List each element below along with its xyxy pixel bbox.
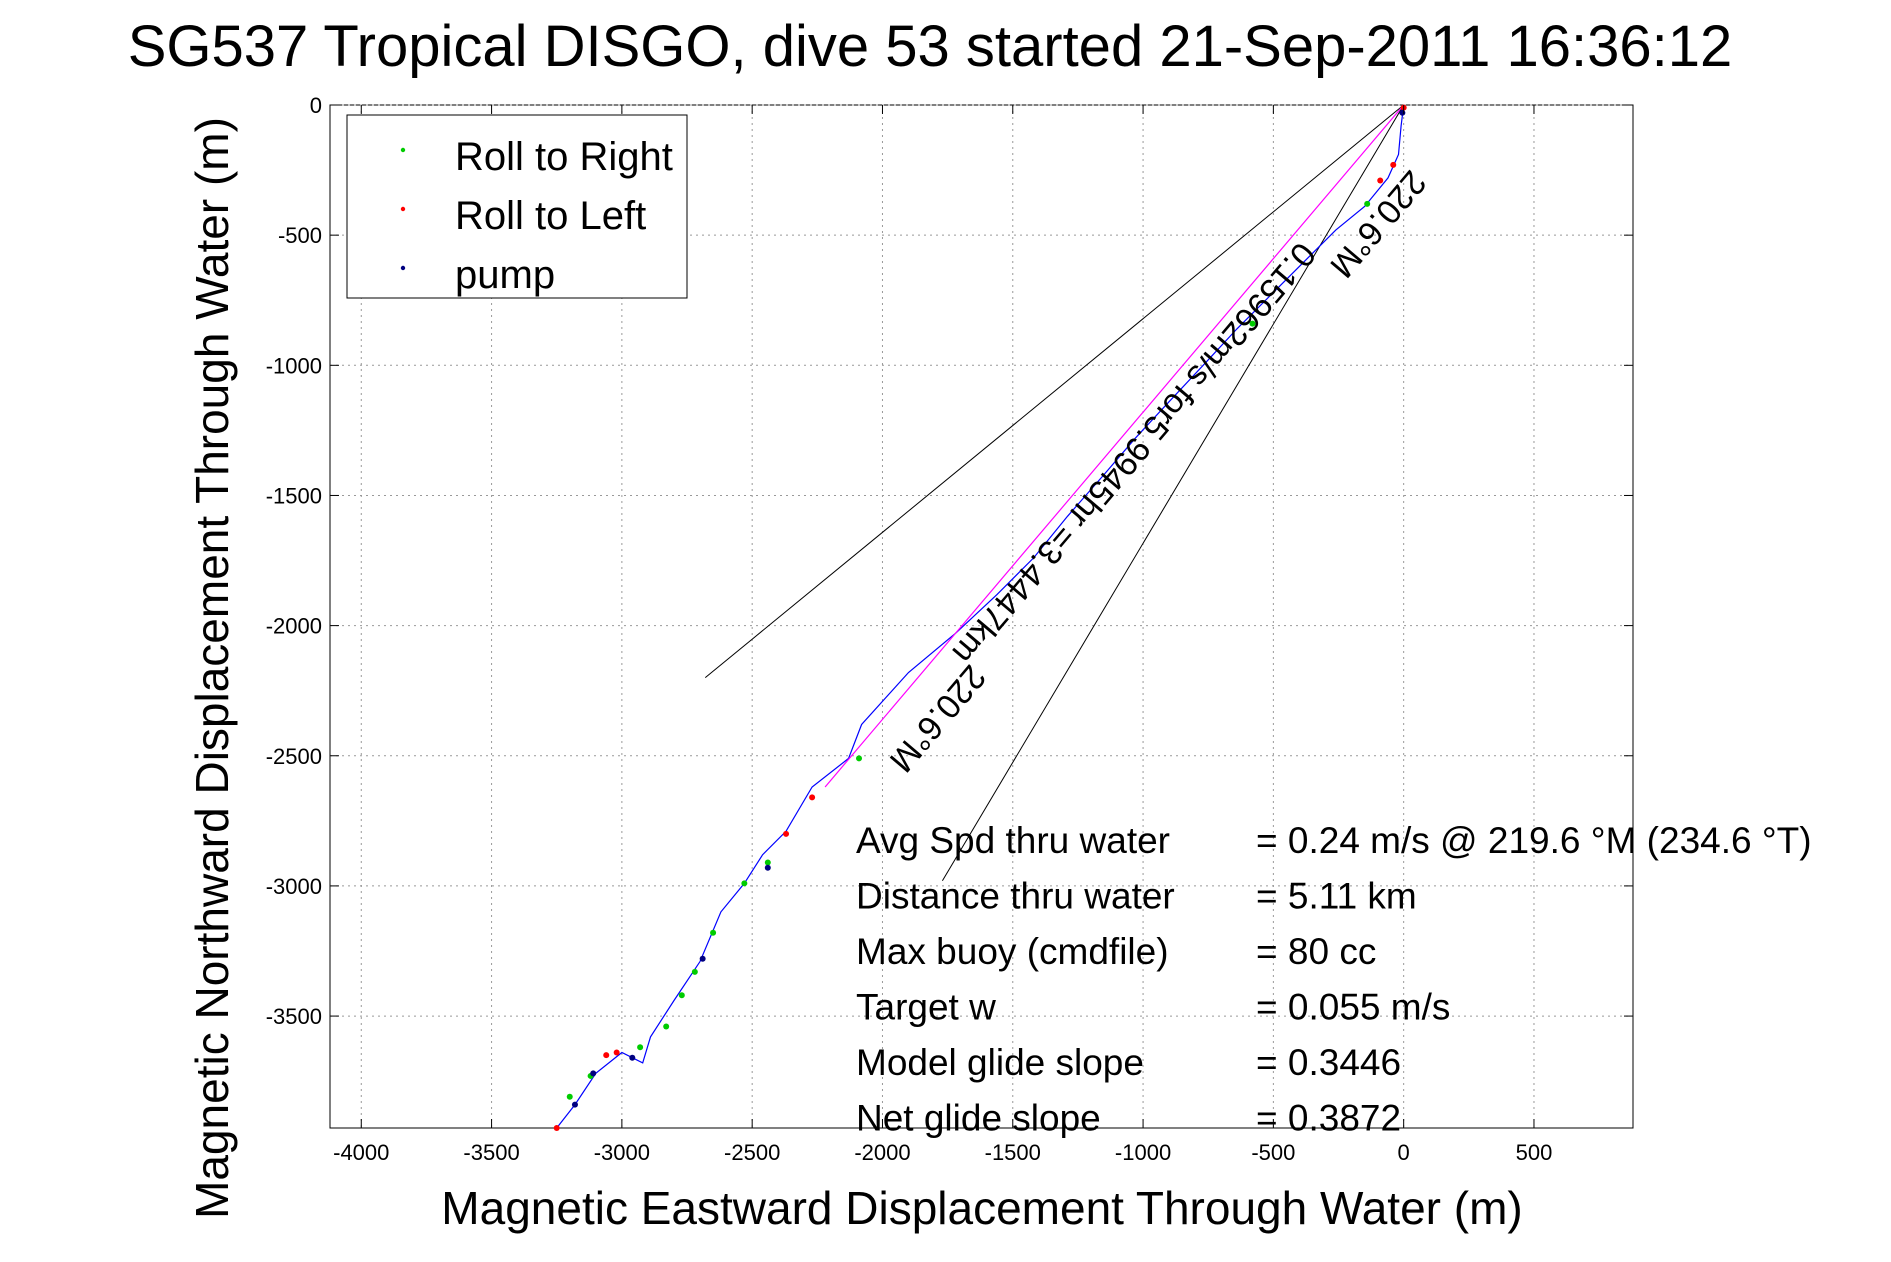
x-tick-label: -2500 — [724, 1140, 780, 1165]
roll-right-marker — [566, 1093, 573, 1100]
x-axis-label: Magnetic Eastward Displacement Through W… — [441, 1182, 1522, 1234]
y-axis-label: Magnetic Northward Displacement Through … — [186, 117, 238, 1219]
x-tick-label: 0 — [1398, 1140, 1410, 1165]
y-tick-label: -2000 — [266, 614, 322, 639]
legend-swatch — [400, 206, 406, 212]
x-tick-label: -1500 — [985, 1140, 1041, 1165]
stat-value: = 0.3446 — [1256, 1042, 1401, 1083]
stat-label: Distance thru water — [856, 876, 1175, 917]
roll-right-marker — [764, 859, 771, 866]
legend-swatch — [400, 147, 406, 153]
stat-label: Target w — [856, 987, 996, 1028]
x-tick-label: 500 — [1516, 1140, 1553, 1165]
roll-right-marker — [1249, 320, 1256, 327]
roll-left-marker — [553, 1125, 560, 1131]
model-line — [824, 104, 1405, 788]
roll-right-marker — [710, 929, 717, 936]
stat-label: Net glide slope — [856, 1098, 1101, 1139]
roll-right-marker — [678, 992, 685, 999]
roll-left-marker — [809, 794, 816, 801]
stat-label: Max buoy (cmdfile) — [856, 931, 1169, 972]
roll-right-marker — [1364, 200, 1371, 207]
stat-label: Avg Spd thru water — [856, 820, 1170, 861]
legend-swatch — [400, 265, 406, 271]
direction-ray — [704, 104, 1404, 679]
x-tick-label: -3000 — [594, 1140, 650, 1165]
legend-entry: Roll to Left — [455, 194, 646, 238]
y-tick-label: -500 — [278, 223, 322, 248]
chart-title: SG537 Tropical DISGO, dive 53 started 21… — [128, 14, 1733, 79]
y-tick-label: -3000 — [266, 874, 322, 899]
stat-value: = 80 cc — [1256, 931, 1376, 972]
axis-ticks: -4000 -3500 -3000 -2500 -2000 -1500 -1000 -500 0… — [266, 93, 1633, 1165]
x-tick-label: -2000 — [854, 1140, 910, 1165]
direction-rays — [704, 104, 1405, 881]
track-series — [556, 104, 1405, 1129]
x-tick-label: -4000 — [333, 1140, 389, 1165]
roll-left-marker — [603, 1052, 610, 1059]
roll-right-marker — [741, 880, 748, 887]
y-tick-label: -3500 — [266, 1004, 322, 1029]
legend: Roll to Right Roll to Left pump — [346, 114, 688, 299]
x-tick-label: -1000 — [1115, 1140, 1171, 1165]
y-tick-label: 0 — [310, 93, 322, 118]
roll-left-marker — [613, 1049, 620, 1056]
stat-value: = 5.11 km — [1256, 876, 1417, 917]
roll-right-marker — [856, 755, 863, 762]
roll-right-marker — [637, 1044, 644, 1051]
legend-entry: pump — [455, 253, 555, 297]
stat-label: Model glide slope — [856, 1042, 1144, 1083]
y-tick-label: -2500 — [266, 744, 322, 769]
direction-ray — [941, 104, 1405, 881]
y-tick-label: -1000 — [266, 353, 322, 378]
pump-marker — [629, 1054, 636, 1061]
legend-entry: Roll to Right — [455, 135, 673, 179]
stats-block: Avg Spd thru water = 0.24 m/s @ 219.6 °M … — [856, 820, 1812, 1139]
roll-left-marker — [783, 830, 790, 837]
roll-right-marker — [691, 968, 698, 975]
x-tick-label: -500 — [1251, 1140, 1295, 1165]
roll-right-marker — [663, 1023, 670, 1030]
stat-value: = 0.055 m/s — [1256, 987, 1450, 1028]
roll-left-marker — [1390, 161, 1397, 168]
stat-value: = 0.24 m/s @ 219.6 °M (234.6 °T) — [1256, 820, 1812, 861]
stat-value: = 0.3872 — [1256, 1098, 1401, 1139]
roll-left-marker — [1377, 177, 1384, 184]
x-tick-label: -3500 — [463, 1140, 519, 1165]
pump-marker — [1399, 109, 1406, 116]
pump-marker — [590, 1070, 597, 1077]
grid-lines — [330, 104, 1633, 1128]
y-tick-label: -1500 — [266, 483, 322, 508]
pump-marker — [764, 864, 771, 871]
pump-marker — [699, 955, 706, 962]
pump-marker — [571, 1101, 578, 1108]
